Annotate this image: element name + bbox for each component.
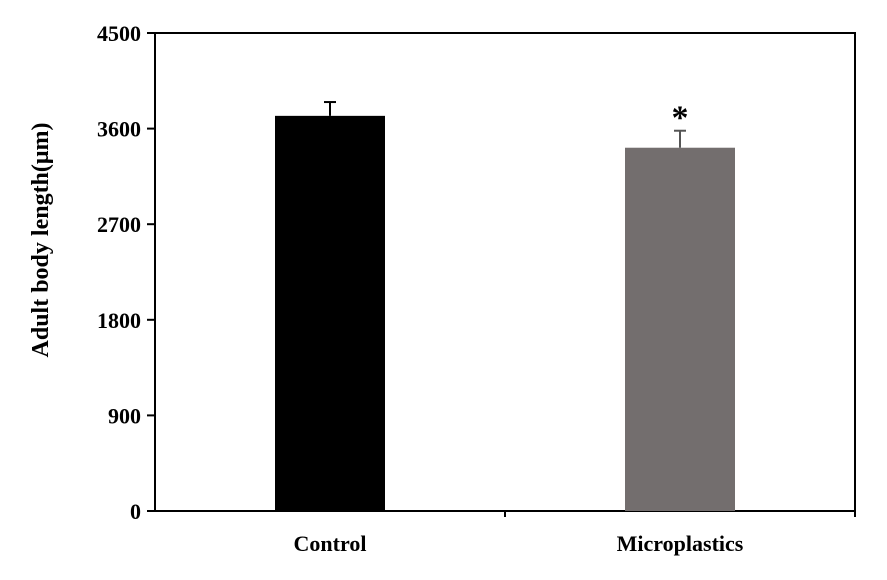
y-tick-label: 0 <box>130 499 141 524</box>
y-axis: 0 900 1800 2700 3600 4500 <box>97 21 155 524</box>
bar-control <box>275 115 385 511</box>
bars-group: * <box>275 100 735 511</box>
bar-microplastics <box>625 147 735 511</box>
y-tick-label: 2700 <box>97 212 141 237</box>
y-axis-title: Adult body length(μm) <box>28 123 54 358</box>
y-tick-label: 900 <box>108 403 141 428</box>
plot-area-frame <box>154 32 856 512</box>
y-tick-label: 1800 <box>97 308 141 333</box>
y-tick-label: 3600 <box>97 117 141 142</box>
x-axis: Control Microplastics <box>294 511 856 556</box>
x-tick-label-control: Control <box>294 531 367 556</box>
significance-marker: * <box>672 100 689 137</box>
x-tick-label-microplastics: Microplastics <box>617 531 744 556</box>
y-tick-label: 4500 <box>97 21 141 46</box>
